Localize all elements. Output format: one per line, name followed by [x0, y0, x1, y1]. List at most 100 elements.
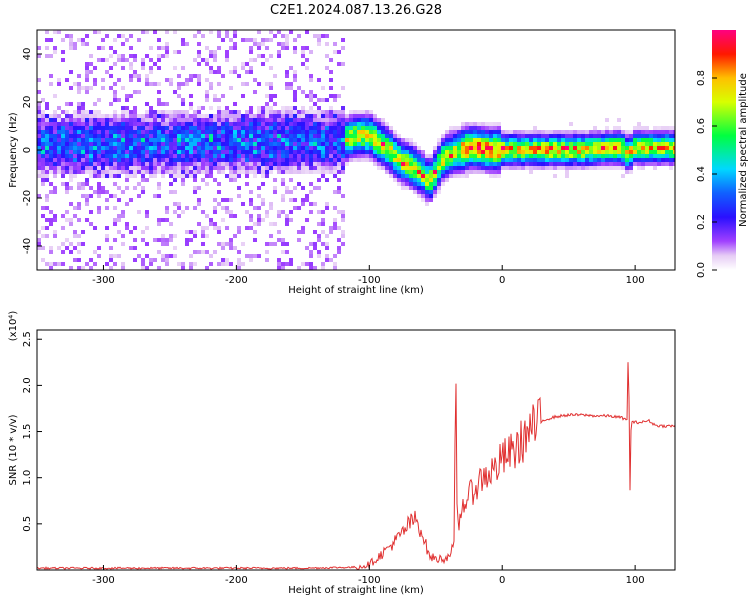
heatmap-cell	[509, 154, 513, 158]
snr-y-scale-label: (x10⁴)	[8, 311, 19, 342]
heatmap-cell	[253, 206, 257, 210]
heatmap-cell	[477, 130, 481, 134]
heatmap-cell	[237, 134, 241, 138]
heatmap-cell	[261, 42, 265, 46]
heatmap-cell	[181, 146, 185, 150]
heatmap-cell	[609, 150, 613, 154]
heatmap-cell	[133, 118, 137, 122]
heatmap-cell	[433, 154, 437, 158]
heatmap-cell	[105, 150, 109, 154]
heatmap-cell	[93, 162, 97, 166]
heatmap-cell	[225, 162, 229, 166]
heatmap-cell	[69, 218, 73, 222]
colorbar-label: Normalized spectral amplitude	[738, 73, 749, 227]
heatmap-cell	[317, 178, 321, 182]
heatmap-cell	[189, 166, 193, 170]
heatmap-cell	[313, 114, 317, 118]
heatmap-cell	[201, 58, 205, 62]
heatmap-cell	[185, 162, 189, 166]
heatmap-cell	[165, 218, 169, 222]
heatmap-cell	[109, 258, 113, 262]
heatmap-cell	[61, 250, 65, 254]
heatmap-cell	[257, 206, 261, 210]
heatmap-cell	[473, 134, 477, 138]
heatmap-cell	[125, 146, 129, 150]
heatmap-cell	[301, 146, 305, 150]
heatmap-cell	[181, 114, 185, 118]
heatmap-cell	[97, 126, 101, 130]
heatmap-cell	[297, 146, 301, 150]
heatmap-cell	[169, 174, 173, 178]
heatmap-cell	[261, 146, 265, 150]
heatmap-cell	[449, 150, 453, 154]
heatmap-cell	[505, 154, 509, 158]
heatmap-cell	[257, 162, 261, 166]
heatmap-cell	[89, 154, 93, 158]
heatmap-cell	[161, 130, 165, 134]
heatmap-cell	[265, 94, 269, 98]
heatmap-cell	[165, 238, 169, 242]
heatmap-cell	[141, 122, 145, 126]
heatmap-cell	[93, 126, 97, 130]
heatmap-cell	[85, 78, 89, 82]
heatmap-cell	[441, 150, 445, 154]
snr-x-label: Height of straight line (km)	[288, 585, 424, 596]
heatmap-cell	[477, 138, 481, 142]
heatmap-cell	[513, 162, 517, 166]
heatmap-cell	[325, 206, 329, 210]
heatmap-cell	[513, 138, 517, 142]
heatmap-cell	[317, 250, 321, 254]
heatmap-cell	[117, 54, 121, 58]
heatmap-cell	[321, 34, 325, 38]
heatmap-cell	[285, 186, 289, 190]
heatmap-cell	[333, 94, 337, 98]
heatmap-cell	[285, 222, 289, 226]
heatmap-cell	[337, 238, 341, 242]
heatmap-cell	[249, 166, 253, 170]
heatmap-cell	[413, 154, 417, 158]
heatmap-cell	[321, 158, 325, 162]
heatmap-cell	[189, 162, 193, 166]
heatmap-cell	[649, 154, 653, 158]
heatmap-cell	[165, 130, 169, 134]
heatmap-cell	[437, 162, 441, 166]
heatmap-cell	[189, 126, 193, 130]
heatmap-cell	[601, 162, 605, 166]
heatmap-cell	[405, 162, 409, 166]
heatmap-cell	[269, 222, 273, 226]
heatmap-cell	[601, 138, 605, 142]
heatmap-cell	[125, 186, 129, 190]
heatmap-cell	[481, 166, 485, 170]
heatmap-cell	[101, 166, 105, 170]
heatmap-cell	[297, 158, 301, 162]
heatmap-cell	[145, 102, 149, 106]
heatmap-cell	[257, 138, 261, 142]
heatmap-cell	[109, 126, 113, 130]
heatmap-cell	[221, 134, 225, 138]
heatmap-cell	[377, 162, 381, 166]
heatmap-cell	[237, 230, 241, 234]
heatmap-cell	[221, 206, 225, 210]
heatmap-cell	[661, 158, 665, 162]
heatmap-cell	[45, 46, 49, 50]
heatmap-cell	[145, 150, 149, 154]
heatmap-cell	[449, 134, 453, 138]
heatmap-cell	[213, 222, 217, 226]
heatmap-cell	[273, 190, 277, 194]
heatmap-cell	[213, 250, 217, 254]
heatmap-cell	[177, 82, 181, 86]
heatmap-cell	[405, 150, 409, 154]
heatmap-cell	[125, 122, 129, 126]
heatmap-cell	[273, 142, 277, 146]
heatmap-cell	[77, 134, 81, 138]
heatmap-cell	[301, 134, 305, 138]
heatmap-cell	[445, 158, 449, 162]
heatmap-cell	[117, 146, 121, 150]
heatmap-cell	[121, 114, 125, 118]
heatmap-cell	[321, 162, 325, 166]
heatmap-cell	[605, 166, 609, 170]
heatmap-cell	[73, 142, 77, 146]
heatmap-cell	[221, 118, 225, 122]
heatmap-cell	[333, 150, 337, 154]
heatmap-cell	[257, 146, 261, 150]
